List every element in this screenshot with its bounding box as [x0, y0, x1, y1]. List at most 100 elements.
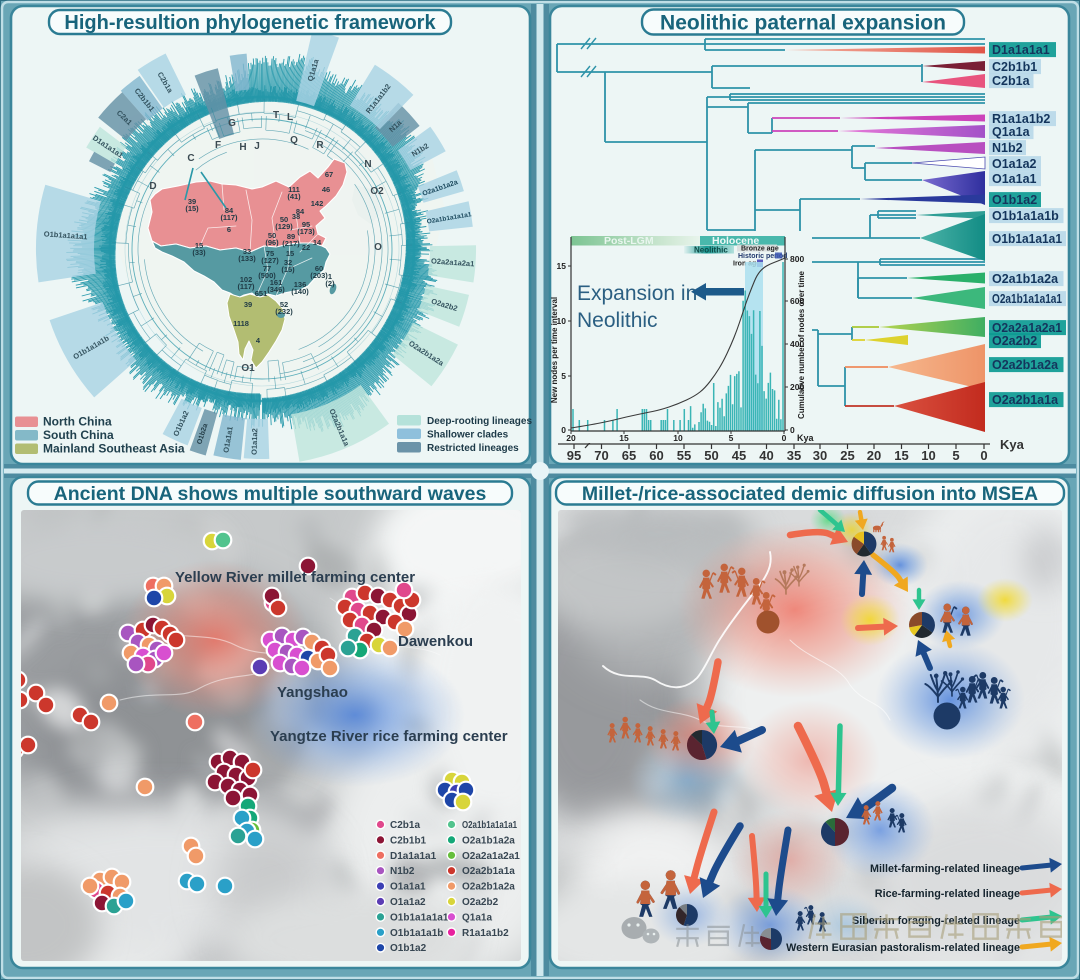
svg-text:Deep-rooting lineages: Deep-rooting lineages	[427, 416, 532, 427]
svg-text:30: 30	[813, 448, 827, 463]
svg-text:R: R	[316, 140, 324, 151]
svg-text:70: 70	[594, 448, 608, 463]
svg-text:20: 20	[566, 433, 576, 443]
svg-text:111: 111	[288, 185, 300, 194]
svg-text:(217): (217)	[282, 239, 300, 248]
svg-text:Yellow River millet farming ce: Yellow River millet farming center	[175, 569, 415, 586]
svg-text:0: 0	[790, 425, 795, 435]
svg-text:C2b1a: C2b1a	[390, 820, 420, 831]
svg-text:Western Eurasian pastoralism-r: Western Eurasian pastoralism-related lin…	[786, 942, 1020, 954]
svg-text:N: N	[364, 159, 371, 170]
svg-text:(127): (127)	[261, 256, 279, 265]
svg-text:O2a1b1a2a: O2a1b1a2a	[462, 835, 515, 846]
svg-text:(346): (346)	[267, 285, 285, 294]
svg-text:Ancient DNA shows multiple sou: Ancient DNA shows multiple southward wav…	[54, 483, 487, 505]
svg-text:142: 142	[311, 199, 324, 208]
svg-text:Historic period: Historic period	[738, 253, 787, 260]
svg-text:20: 20	[867, 448, 881, 463]
svg-text:38: 38	[292, 212, 300, 221]
svg-text:5: 5	[729, 433, 734, 443]
svg-text:39: 39	[244, 300, 252, 309]
svg-text:15: 15	[619, 433, 629, 443]
svg-text:J: J	[254, 141, 260, 152]
svg-text:G: G	[228, 118, 236, 129]
svg-text:(203): (203)	[310, 271, 328, 280]
svg-text:O2a2a1a2a1: O2a2a1a2a1	[462, 851, 520, 862]
svg-text:22: 22	[302, 243, 310, 252]
svg-text:North China: North China	[43, 415, 112, 429]
svg-text:O1b1a1a1b: O1b1a1a1b	[992, 209, 1059, 223]
svg-text:Neolithic paternal expansion: Neolithic paternal expansion	[660, 12, 946, 35]
svg-text:25: 25	[840, 448, 854, 463]
svg-text:39: 39	[188, 197, 196, 206]
svg-text:O2: O2	[370, 186, 384, 197]
svg-text:O2a2a1a2a1: O2a2a1a2a1	[431, 256, 475, 268]
svg-text:4: 4	[256, 336, 261, 345]
svg-text:O1b1a1a1a1: O1b1a1a1a1	[44, 229, 88, 241]
svg-text:O1a1a1: O1a1a1	[390, 882, 426, 893]
svg-text:10: 10	[673, 433, 683, 443]
svg-text:(41): (41)	[287, 192, 301, 201]
svg-text:Q1a1a: Q1a1a	[992, 125, 1031, 139]
svg-text:O2a2b2: O2a2b2	[992, 334, 1037, 348]
svg-text:161: 161	[270, 278, 283, 287]
svg-text:N1b2: N1b2	[390, 866, 415, 877]
svg-text:15: 15	[557, 261, 567, 271]
svg-text:5: 5	[952, 448, 959, 463]
svg-text:O2a2a1a2a1: O2a2a1a2a1	[992, 321, 1062, 335]
svg-text:0: 0	[980, 448, 987, 463]
svg-text:1: 1	[328, 272, 332, 281]
svg-text:Yangtze River rice farming cen: Yangtze River rice farming center	[270, 728, 508, 745]
svg-text:O2a2b1a1a: O2a2b1a1a	[462, 866, 515, 877]
svg-text:D: D	[149, 181, 156, 192]
svg-text:Holocene: Holocene	[712, 235, 759, 247]
svg-text:(173): (173)	[297, 227, 315, 236]
svg-text:15: 15	[286, 249, 294, 258]
svg-text:Mainland Southeast Asia: Mainland Southeast Asia	[43, 442, 185, 456]
svg-text:L: L	[287, 112, 293, 123]
svg-text:35: 35	[787, 448, 801, 463]
svg-text:(117): (117)	[220, 213, 238, 222]
svg-text:(33): (33)	[192, 248, 206, 257]
svg-text:O: O	[374, 242, 382, 253]
svg-text:O1a1a2: O1a1a2	[250, 428, 260, 455]
svg-text:New nodes per time interval: New nodes per time interval	[550, 297, 559, 403]
svg-text:15: 15	[195, 241, 203, 250]
svg-text:95: 95	[302, 220, 310, 229]
svg-text:14: 14	[313, 238, 322, 247]
svg-text:45: 45	[732, 448, 746, 463]
svg-text:O2a2b1a2a: O2a2b1a2a	[992, 358, 1059, 372]
svg-text:5: 5	[561, 371, 566, 381]
svg-text:(15): (15)	[281, 265, 295, 274]
svg-text:52: 52	[280, 300, 288, 309]
svg-text:O2a2b1a1a: O2a2b1a1a	[992, 393, 1059, 407]
svg-text:200: 200	[790, 382, 804, 392]
svg-text:77: 77	[263, 264, 271, 273]
svg-text:O2a2b1a2a: O2a2b1a2a	[462, 882, 515, 893]
svg-text:651: 651	[255, 289, 268, 298]
svg-text:(2): (2)	[325, 279, 335, 288]
svg-text:F: F	[215, 140, 221, 151]
svg-text:(129): (129)	[275, 222, 293, 231]
svg-text:Rice-farming-related lineage: Rice-farming-related lineage	[875, 888, 1020, 900]
svg-text:Neolithic: Neolithic	[694, 246, 728, 255]
svg-text:60: 60	[649, 448, 663, 463]
svg-text:60: 60	[315, 264, 323, 273]
svg-text:600: 600	[790, 296, 804, 306]
svg-text:Millet-farming-related lineage: Millet-farming-related lineage	[870, 863, 1020, 875]
svg-text:R1a1a1b2: R1a1a1b2	[992, 112, 1050, 126]
svg-text:O1a1a1: O1a1a1	[992, 172, 1037, 186]
svg-text:O2a2b2: O2a2b2	[462, 897, 499, 908]
svg-text:(96): (96)	[265, 238, 279, 247]
svg-text:C2b1b1: C2b1b1	[390, 835, 427, 846]
svg-text:O1b1a1a1b: O1b1a1a1b	[390, 928, 443, 939]
svg-text:Millet-/rice-associated demic: Millet-/rice-associated demic diffusion …	[582, 483, 1038, 505]
svg-text:65: 65	[622, 448, 636, 463]
svg-text:C: C	[187, 153, 194, 164]
svg-text:Shallower clades: Shallower clades	[427, 430, 509, 441]
svg-text:Neolithic: Neolithic	[577, 309, 658, 332]
svg-text:R1a1a1b2: R1a1a1b2	[462, 928, 509, 939]
svg-text:800: 800	[790, 254, 804, 264]
svg-text:(133): (133)	[238, 254, 256, 263]
svg-text:Kya: Kya	[797, 433, 815, 443]
